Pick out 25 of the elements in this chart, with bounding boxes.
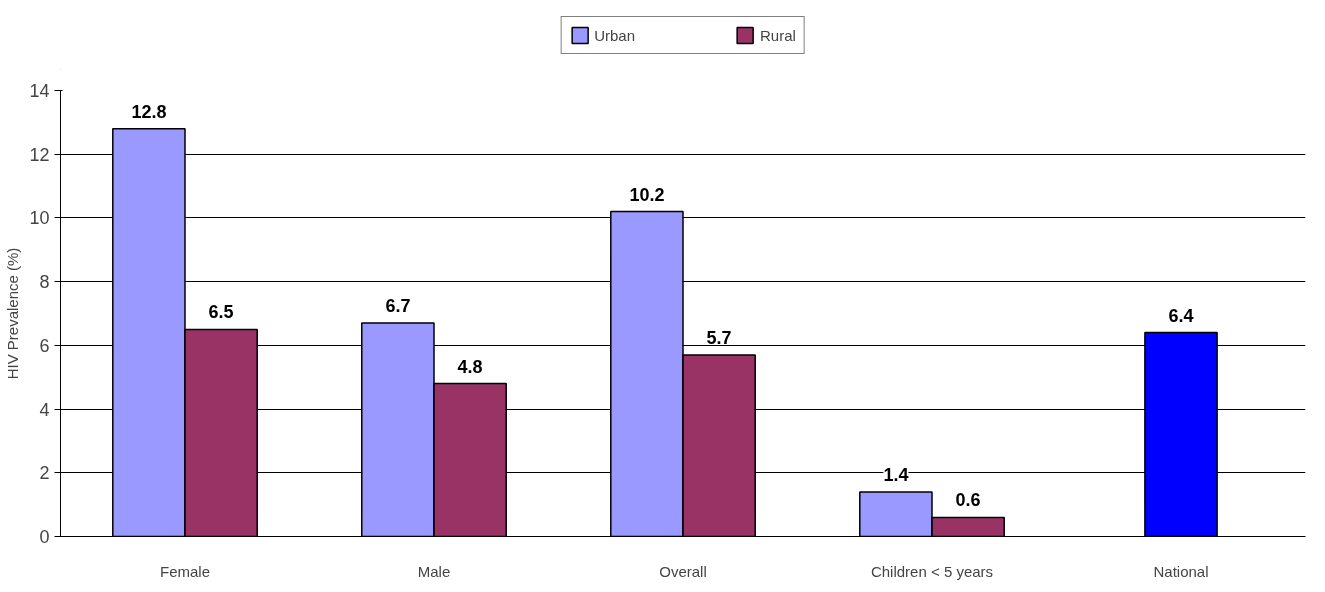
data-label: 1.4: [883, 464, 909, 485]
legend-label: Urban: [594, 26, 635, 44]
y-tick-label: 12: [29, 144, 50, 165]
y-tick-label: 10: [29, 208, 50, 229]
data-label: 5.7: [706, 327, 732, 348]
x-tick-label: Male: [417, 562, 451, 580]
x-tick-label: Overall: [659, 562, 707, 580]
x-tick-label: Female: [159, 562, 211, 580]
legend-label: Rural: [760, 26, 796, 44]
y-tick-label: 0: [39, 527, 50, 547]
x-tick-label: Children < 5 years: [870, 562, 994, 580]
y-tick-label: 14: [29, 81, 50, 101]
y-tick-label: 2: [39, 463, 50, 484]
data-label: 0.6: [955, 490, 981, 511]
data-label: 6.7: [385, 296, 411, 317]
y-axis-title: HIV Prevalence (%): [4, 247, 22, 380]
data-label: 6.5: [208, 302, 234, 323]
data-label: 6.4: [1168, 305, 1194, 326]
data-label: 4.8: [457, 356, 483, 377]
y-tick-label: 4: [39, 399, 50, 420]
data-label: 10.2: [629, 184, 665, 205]
data-label: 12.8: [131, 101, 167, 122]
x-tick-label: National: [1153, 562, 1209, 580]
y-tick-label: 6: [39, 335, 50, 356]
y-tick-label: 8: [39, 272, 50, 293]
